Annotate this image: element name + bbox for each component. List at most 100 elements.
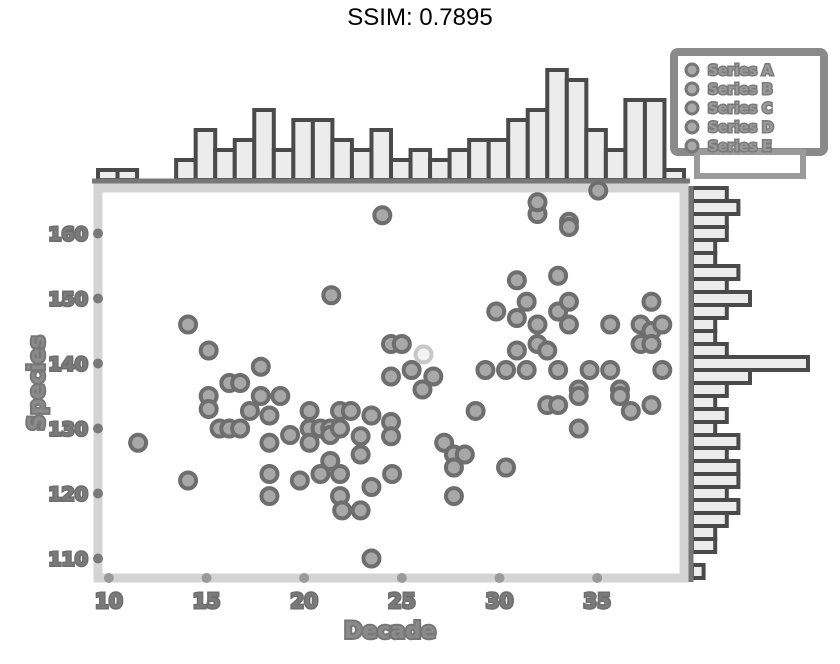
y-tick-label: 160	[48, 224, 88, 246]
data-point	[579, 360, 600, 380]
top-histogram-bar	[642, 98, 667, 182]
data-point	[527, 314, 548, 335]
top-histogram-bar	[545, 68, 569, 182]
data-point	[250, 386, 271, 406]
x-tick-label: 15	[193, 589, 221, 613]
data-point	[299, 400, 320, 421]
data-point	[350, 426, 371, 447]
plot-frame	[93, 183, 689, 583]
x-tick-mark	[201, 573, 212, 583]
data-point	[496, 457, 517, 478]
data-point	[496, 360, 517, 380]
data-point	[332, 500, 353, 521]
data-point	[270, 386, 291, 406]
y-tick-mark	[93, 423, 103, 434]
x-axis-ticks: 10 15 20 25 30 35	[93, 573, 613, 615]
data-point	[527, 192, 548, 213]
top-histogram-bar	[467, 138, 491, 182]
data-point	[506, 308, 527, 328]
data-point	[391, 334, 412, 354]
y-tick-label: 150	[48, 289, 88, 311]
data-point	[568, 418, 589, 439]
x-tick-label: 35	[583, 589, 611, 613]
data-point	[548, 395, 569, 416]
legend-marker	[684, 138, 700, 154]
data-point	[259, 464, 280, 484]
x-tick-mark	[396, 573, 407, 583]
y-axis-ticks: 160 150 140 130 120 110	[47, 222, 103, 572]
legend-entry-label: Series D	[708, 120, 774, 136]
top-histogram-bar	[428, 158, 452, 182]
top-histogram-bar	[252, 108, 276, 182]
data-point	[558, 314, 579, 335]
data-point	[516, 360, 537, 380]
top-histogram-bar	[349, 148, 374, 182]
data-point	[128, 432, 149, 453]
top-histogram-bar	[310, 118, 335, 182]
legend: Series A Series B Series C Series D Series E	[670, 48, 828, 179]
data-point	[443, 457, 464, 478]
top-histogram-bar	[603, 148, 628, 182]
x-tick-label: 20	[290, 589, 318, 613]
data-point	[609, 386, 630, 406]
data-point	[382, 464, 403, 484]
legend-entry-label: Series A	[708, 63, 773, 79]
data-point	[506, 270, 527, 291]
top-histogram-bar	[271, 148, 296, 182]
data-point	[280, 425, 301, 445]
top-histogram-bar	[213, 148, 237, 182]
data-point	[537, 340, 558, 361]
data-point	[475, 360, 496, 380]
legend-marker	[684, 100, 700, 116]
data-point	[230, 373, 251, 393]
legend-entry-label: Series C	[708, 101, 772, 117]
x-tick-mark	[592, 573, 603, 583]
data-point	[600, 360, 621, 380]
data-point	[454, 444, 475, 465]
data-point	[350, 500, 371, 521]
x-axis-label: Decade	[344, 619, 436, 644]
top-histogram-bar	[193, 128, 218, 182]
x-tick-mark	[103, 573, 114, 583]
y-tick-mark	[93, 358, 103, 369]
data-point	[413, 344, 434, 365]
data-point	[652, 360, 673, 380]
top-histogram-bar	[232, 138, 257, 182]
x-tick-label: 25	[388, 589, 416, 613]
data-point	[320, 451, 341, 471]
y-tick-mark	[93, 553, 103, 564]
y-tick-mark	[93, 488, 103, 499]
data-point	[329, 418, 350, 439]
legend-entry-label: Series B	[708, 82, 773, 98]
scatter-points	[128, 180, 673, 569]
legend-inner-box	[694, 149, 806, 179]
right-histogram-bar	[690, 186, 729, 203]
page-title: SSIM: 0.7895	[347, 4, 493, 31]
data-point	[568, 386, 589, 406]
y-tick-label: 110	[48, 549, 88, 571]
data-point	[178, 470, 199, 491]
data-point	[558, 291, 579, 312]
data-point	[350, 444, 371, 465]
data-point	[198, 340, 219, 361]
data-point	[299, 432, 320, 453]
x-tick-label: 30	[486, 589, 514, 613]
data-point	[652, 314, 673, 335]
data-point	[641, 395, 662, 416]
y-tick-label: 120	[48, 484, 88, 506]
data-point	[620, 400, 641, 421]
data-point	[548, 265, 569, 286]
data-point	[372, 205, 393, 226]
data-point	[412, 379, 433, 400]
data-point	[321, 285, 342, 306]
y-axis-label: Species	[25, 335, 50, 430]
data-point	[641, 291, 662, 312]
data-point	[516, 291, 537, 312]
data-point	[548, 360, 569, 380]
data-point	[600, 314, 621, 335]
top-histogram-bar	[525, 108, 550, 182]
x-tick-mark	[494, 573, 505, 583]
y-tick-mark	[93, 293, 103, 304]
data-point	[641, 334, 662, 354]
